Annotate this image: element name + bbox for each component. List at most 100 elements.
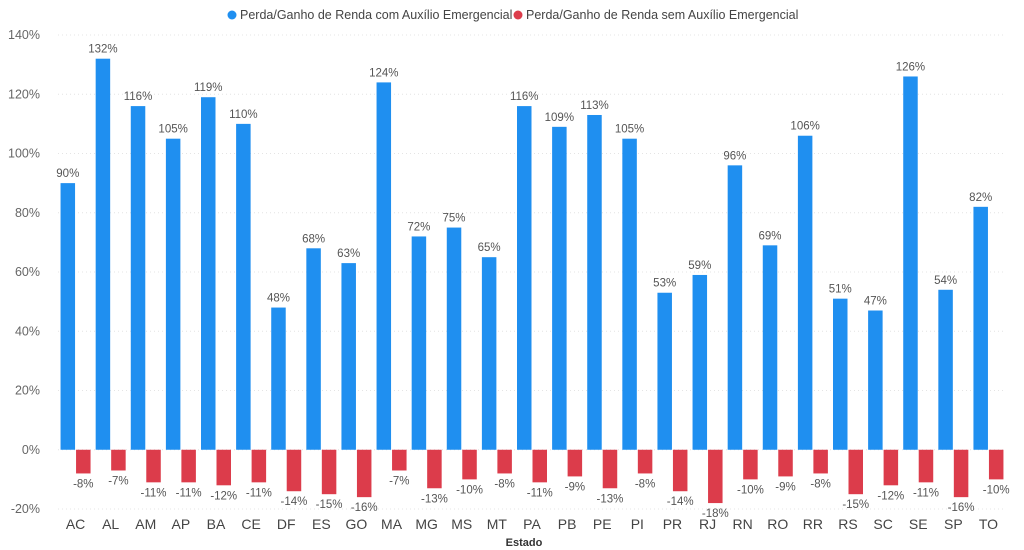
data-label-pb-series-1: 109% <box>545 112 574 124</box>
data-label-es-series-1: 68% <box>302 233 325 245</box>
bar-es-series-2 <box>321 449 337 495</box>
data-label-ms-series-2: -10% <box>456 484 483 496</box>
y-tick-label: 60% <box>15 265 40 279</box>
bar-pi-series-2 <box>637 449 653 474</box>
legend: Perda/Ganho de Renda com Auxílio Emergen… <box>227 8 798 22</box>
data-label-ba-series-2: -12% <box>210 490 237 502</box>
bar-rs-series-2 <box>848 449 863 495</box>
data-label-pi-series-2: -8% <box>635 478 655 490</box>
y-tick-label: 80% <box>15 206 40 220</box>
x-tick-label: SP <box>944 516 963 532</box>
x-tick-label: MG <box>415 516 438 532</box>
bar-ma-series-2 <box>392 449 407 471</box>
bar-se-series-2 <box>918 449 934 483</box>
data-label-pi-series-1: 105% <box>615 124 644 136</box>
x-tick-label: AC <box>66 516 85 532</box>
x-tick-label: MS <box>451 516 472 532</box>
bar-pe-series-1 <box>587 114 602 450</box>
bar-pa-series-1 <box>517 106 532 450</box>
x-tick-label: DF <box>277 516 296 532</box>
data-label-ac-series-2: -8% <box>73 478 93 490</box>
bar-go-series-1 <box>341 263 356 450</box>
data-label-ma-series-1: 124% <box>369 67 398 79</box>
bar-rn-series-2 <box>743 449 758 480</box>
bar-se-series-1 <box>903 76 918 450</box>
x-tick-label: SE <box>909 516 928 532</box>
data-label-ap-series-1: 105% <box>158 124 187 136</box>
data-label-rr-series-2: -8% <box>810 478 830 490</box>
y-axis: -20% 0% 20% 40% 60% 80% 100% 120% 140% <box>8 28 40 516</box>
bar-ms-series-1 <box>446 227 462 450</box>
data-label-ce-series-1: 110% <box>229 109 258 121</box>
bar-rs-series-1 <box>833 298 848 450</box>
legend-marker-1 <box>227 10 237 20</box>
x-tick-label: TO <box>979 516 998 532</box>
x-tick-label: RS <box>838 516 857 532</box>
bar-ac-series-2 <box>76 449 91 474</box>
gridlines <box>58 34 1006 510</box>
x-tick-label: PR <box>663 516 682 532</box>
x-tick-label: CE <box>241 516 260 532</box>
bar-sp-series-1 <box>938 289 953 450</box>
legend-label-1: Perda/Ganho de Renda com Auxílio Emergen… <box>240 8 512 22</box>
bar-to-series-2 <box>988 449 1004 480</box>
data-label-sp-series-1: 54% <box>934 275 957 287</box>
bar-ce-series-1 <box>236 123 251 450</box>
bar-sp-series-2 <box>953 449 969 498</box>
data-label-pa-series-2: -11% <box>527 487 553 499</box>
data-label-am-series-1: 116% <box>124 91 153 103</box>
x-tick-label: AM <box>135 516 156 532</box>
data-label-se-series-2: -11% <box>913 487 939 499</box>
bar-pb-series-2 <box>567 449 583 477</box>
bar-sc-series-2 <box>883 449 899 486</box>
bar-ap-series-1 <box>165 138 181 450</box>
bar-es-series-1 <box>306 248 321 450</box>
bar-pa-series-2 <box>532 449 547 483</box>
bar-pi-series-1 <box>622 138 637 450</box>
data-label-es-series-2: -15% <box>316 499 343 511</box>
data-label-pr-series-1: 53% <box>653 278 676 290</box>
x-tick-label: RN <box>733 516 753 532</box>
x-tick-label: RR <box>803 516 823 532</box>
x-tick-label: MA <box>381 516 403 532</box>
bar-go-series-2 <box>356 449 372 498</box>
data-label-se-series-1: 126% <box>896 61 925 73</box>
legend-label-2: Perda/Ganho de Renda sem Auxílio Emergen… <box>526 8 798 22</box>
bar-ac-series-1 <box>60 183 76 450</box>
bar-ce-series-2 <box>251 449 267 483</box>
x-tick-label: AL <box>102 516 119 532</box>
x-axis-title: Estado <box>506 537 543 549</box>
data-label-al-series-1: 132% <box>88 44 117 56</box>
y-tick-label: 40% <box>15 324 40 338</box>
data-label-to-series-1: 82% <box>969 192 992 204</box>
x-tick-label: BA <box>207 516 226 532</box>
x-tick-label: GO <box>346 516 368 532</box>
data-label-mg-series-1: 72% <box>407 221 430 233</box>
bar-rj-series-1 <box>692 274 708 450</box>
bar-ms-series-2 <box>462 449 477 480</box>
x-tick-label: RJ <box>699 516 716 532</box>
bar-rn-series-1 <box>727 165 743 450</box>
bar-rr-series-2 <box>813 449 828 474</box>
data-label-am-series-2: -11% <box>141 487 167 499</box>
bar-ba-series-1 <box>201 97 216 450</box>
data-label-go-series-2: -16% <box>351 502 378 514</box>
data-label-rr-series-1: 106% <box>790 121 819 133</box>
bar-sc-series-1 <box>868 310 883 450</box>
data-label-sc-series-2: -12% <box>877 490 904 502</box>
bar-mt-series-1 <box>481 257 497 450</box>
data-label-ro-series-1: 69% <box>759 230 782 242</box>
data-label-al-series-2: -7% <box>108 475 128 487</box>
data-label-to-series-2: -10% <box>983 484 1010 496</box>
y-tick-label: 140% <box>8 28 40 42</box>
bar-df-series-2 <box>286 449 302 492</box>
data-label-ms-series-1: 75% <box>443 213 466 225</box>
data-label-ac-series-1: 90% <box>56 168 79 180</box>
x-tick-label: SC <box>873 516 892 532</box>
bar-ro-series-1 <box>762 245 778 450</box>
data-label-rn-series-1: 96% <box>723 150 746 162</box>
data-label-ma-series-2: -7% <box>389 475 409 487</box>
data-label-mt-series-1: 65% <box>478 242 501 254</box>
